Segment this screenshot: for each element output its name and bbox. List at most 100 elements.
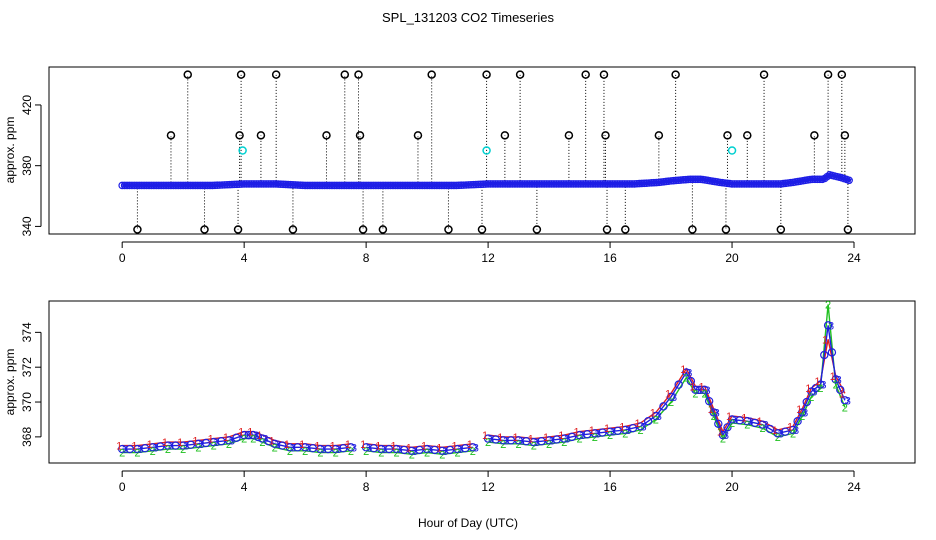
series-2-marker: 2	[165, 444, 171, 456]
baseline-point	[362, 181, 370, 190]
series-1-marker: 1	[665, 388, 671, 400]
series-2-marker: 2	[455, 448, 461, 460]
baseline-point	[223, 180, 231, 189]
baseline-point	[528, 180, 536, 188]
outlier-point	[288, 225, 298, 234]
baseline-point	[484, 180, 492, 188]
baseline-point	[381, 181, 390, 190]
series-3-marker: 3	[488, 434, 494, 446]
series-3-marker: 3	[732, 414, 738, 426]
baseline-point	[808, 175, 817, 184]
series-3-marker: 3	[828, 320, 834, 332]
baseline-point	[272, 180, 280, 188]
series-2-marker: 2	[470, 446, 476, 458]
baseline-point	[584, 180, 592, 188]
baseline-point	[296, 181, 305, 189]
series-2-marker: 2	[424, 448, 430, 460]
outlier-point	[621, 225, 630, 234]
series-1-marker: 1	[247, 427, 253, 439]
series-3-marker: 3	[686, 367, 692, 379]
outlier-point	[823, 70, 833, 79]
series-3-marker: 3	[705, 385, 711, 397]
baseline-point	[196, 181, 205, 190]
series-3-marker: 3	[811, 387, 817, 399]
baseline-point	[601, 180, 609, 188]
series-1-marker: 1	[689, 381, 695, 393]
baseline-point	[496, 180, 505, 188]
series-2-marker: 2	[500, 439, 506, 451]
baseline-point	[257, 180, 266, 188]
x-tick-label: 8	[363, 251, 370, 265]
baseline-point	[472, 180, 480, 189]
series-3-marker: 3	[778, 428, 784, 440]
baseline-point	[733, 180, 741, 188]
baseline-point	[313, 181, 322, 190]
series-3-circle	[743, 416, 752, 426]
series-2-marker: 2	[211, 441, 217, 453]
series-3-marker: 3	[214, 437, 220, 449]
series-1-marker: 1	[741, 413, 747, 425]
series-3-circle	[659, 402, 668, 411]
baseline-point	[330, 181, 339, 190]
baseline-point	[164, 181, 173, 190]
baseline-point	[201, 181, 209, 190]
series-3-marker: 3	[549, 435, 555, 447]
x-tick-label: 16	[603, 251, 617, 265]
baseline-point	[506, 180, 514, 188]
baseline-point	[250, 180, 258, 188]
baseline-point	[425, 181, 434, 190]
baseline-point	[686, 175, 695, 184]
series-3-circle	[758, 420, 767, 429]
series-1-marker: 1	[162, 437, 168, 449]
baseline-point	[737, 180, 746, 188]
baseline-point	[286, 180, 295, 189]
baseline-point	[325, 181, 334, 190]
outlier-point	[183, 70, 192, 79]
baseline-point	[267, 180, 275, 188]
cyan-point	[482, 146, 491, 155]
baseline-point	[355, 181, 363, 190]
baseline-point	[489, 180, 497, 188]
baseline-point	[245, 180, 253, 188]
baseline-point	[557, 180, 566, 188]
series-3-marker: 3	[290, 442, 296, 454]
bottom-plot-area: 1 1 1 1 1 1 1 1 1 1 1 1 1 1 1 1 1 1 1 1 1 1 1 1 11 1 1 1 1 1 1 1 1 1 11111…	[116, 299, 851, 461]
x-tick-label: 12	[481, 251, 495, 265]
baseline-point	[128, 181, 136, 190]
baseline-point	[591, 180, 600, 188]
series-1-marker: 1	[814, 376, 820, 388]
baseline-point	[394, 181, 402, 190]
baseline-point	[135, 181, 144, 190]
baseline-point	[157, 181, 166, 190]
series-2-marker: 2	[729, 418, 735, 430]
baseline-point	[401, 181, 409, 190]
series-1-marker: 1	[131, 441, 137, 453]
baseline-point	[747, 180, 756, 188]
baseline-point	[315, 181, 324, 190]
baseline-point	[123, 181, 131, 190]
outlier-point	[581, 70, 590, 79]
series-1-marker: 1	[284, 439, 290, 451]
x-tick-label: 20	[725, 251, 739, 265]
baseline-point	[689, 175, 697, 184]
baseline-point	[320, 181, 329, 190]
baseline-point	[352, 181, 361, 190]
series-3-marker: 3	[519, 435, 525, 447]
series-3-circle	[636, 422, 645, 431]
series-3-circle	[686, 376, 696, 386]
series-1-marker: 1	[787, 421, 793, 433]
baseline-point	[764, 180, 773, 188]
baseline-point	[308, 181, 317, 190]
series-1-marker: 1	[177, 437, 183, 449]
x-tick-label: 0	[119, 251, 126, 265]
series-3-marker: 3	[747, 416, 753, 428]
series-3-marker: 3	[714, 407, 720, 419]
series-1-marker: 1	[699, 381, 705, 393]
baseline-point	[479, 180, 488, 188]
baseline-point	[547, 180, 556, 188]
baseline-point	[567, 180, 575, 188]
series-1-marker: 1	[756, 416, 762, 428]
x-tick-label: 24	[847, 480, 861, 494]
series-3-marker: 3	[397, 444, 403, 456]
baseline-point	[562, 180, 570, 188]
